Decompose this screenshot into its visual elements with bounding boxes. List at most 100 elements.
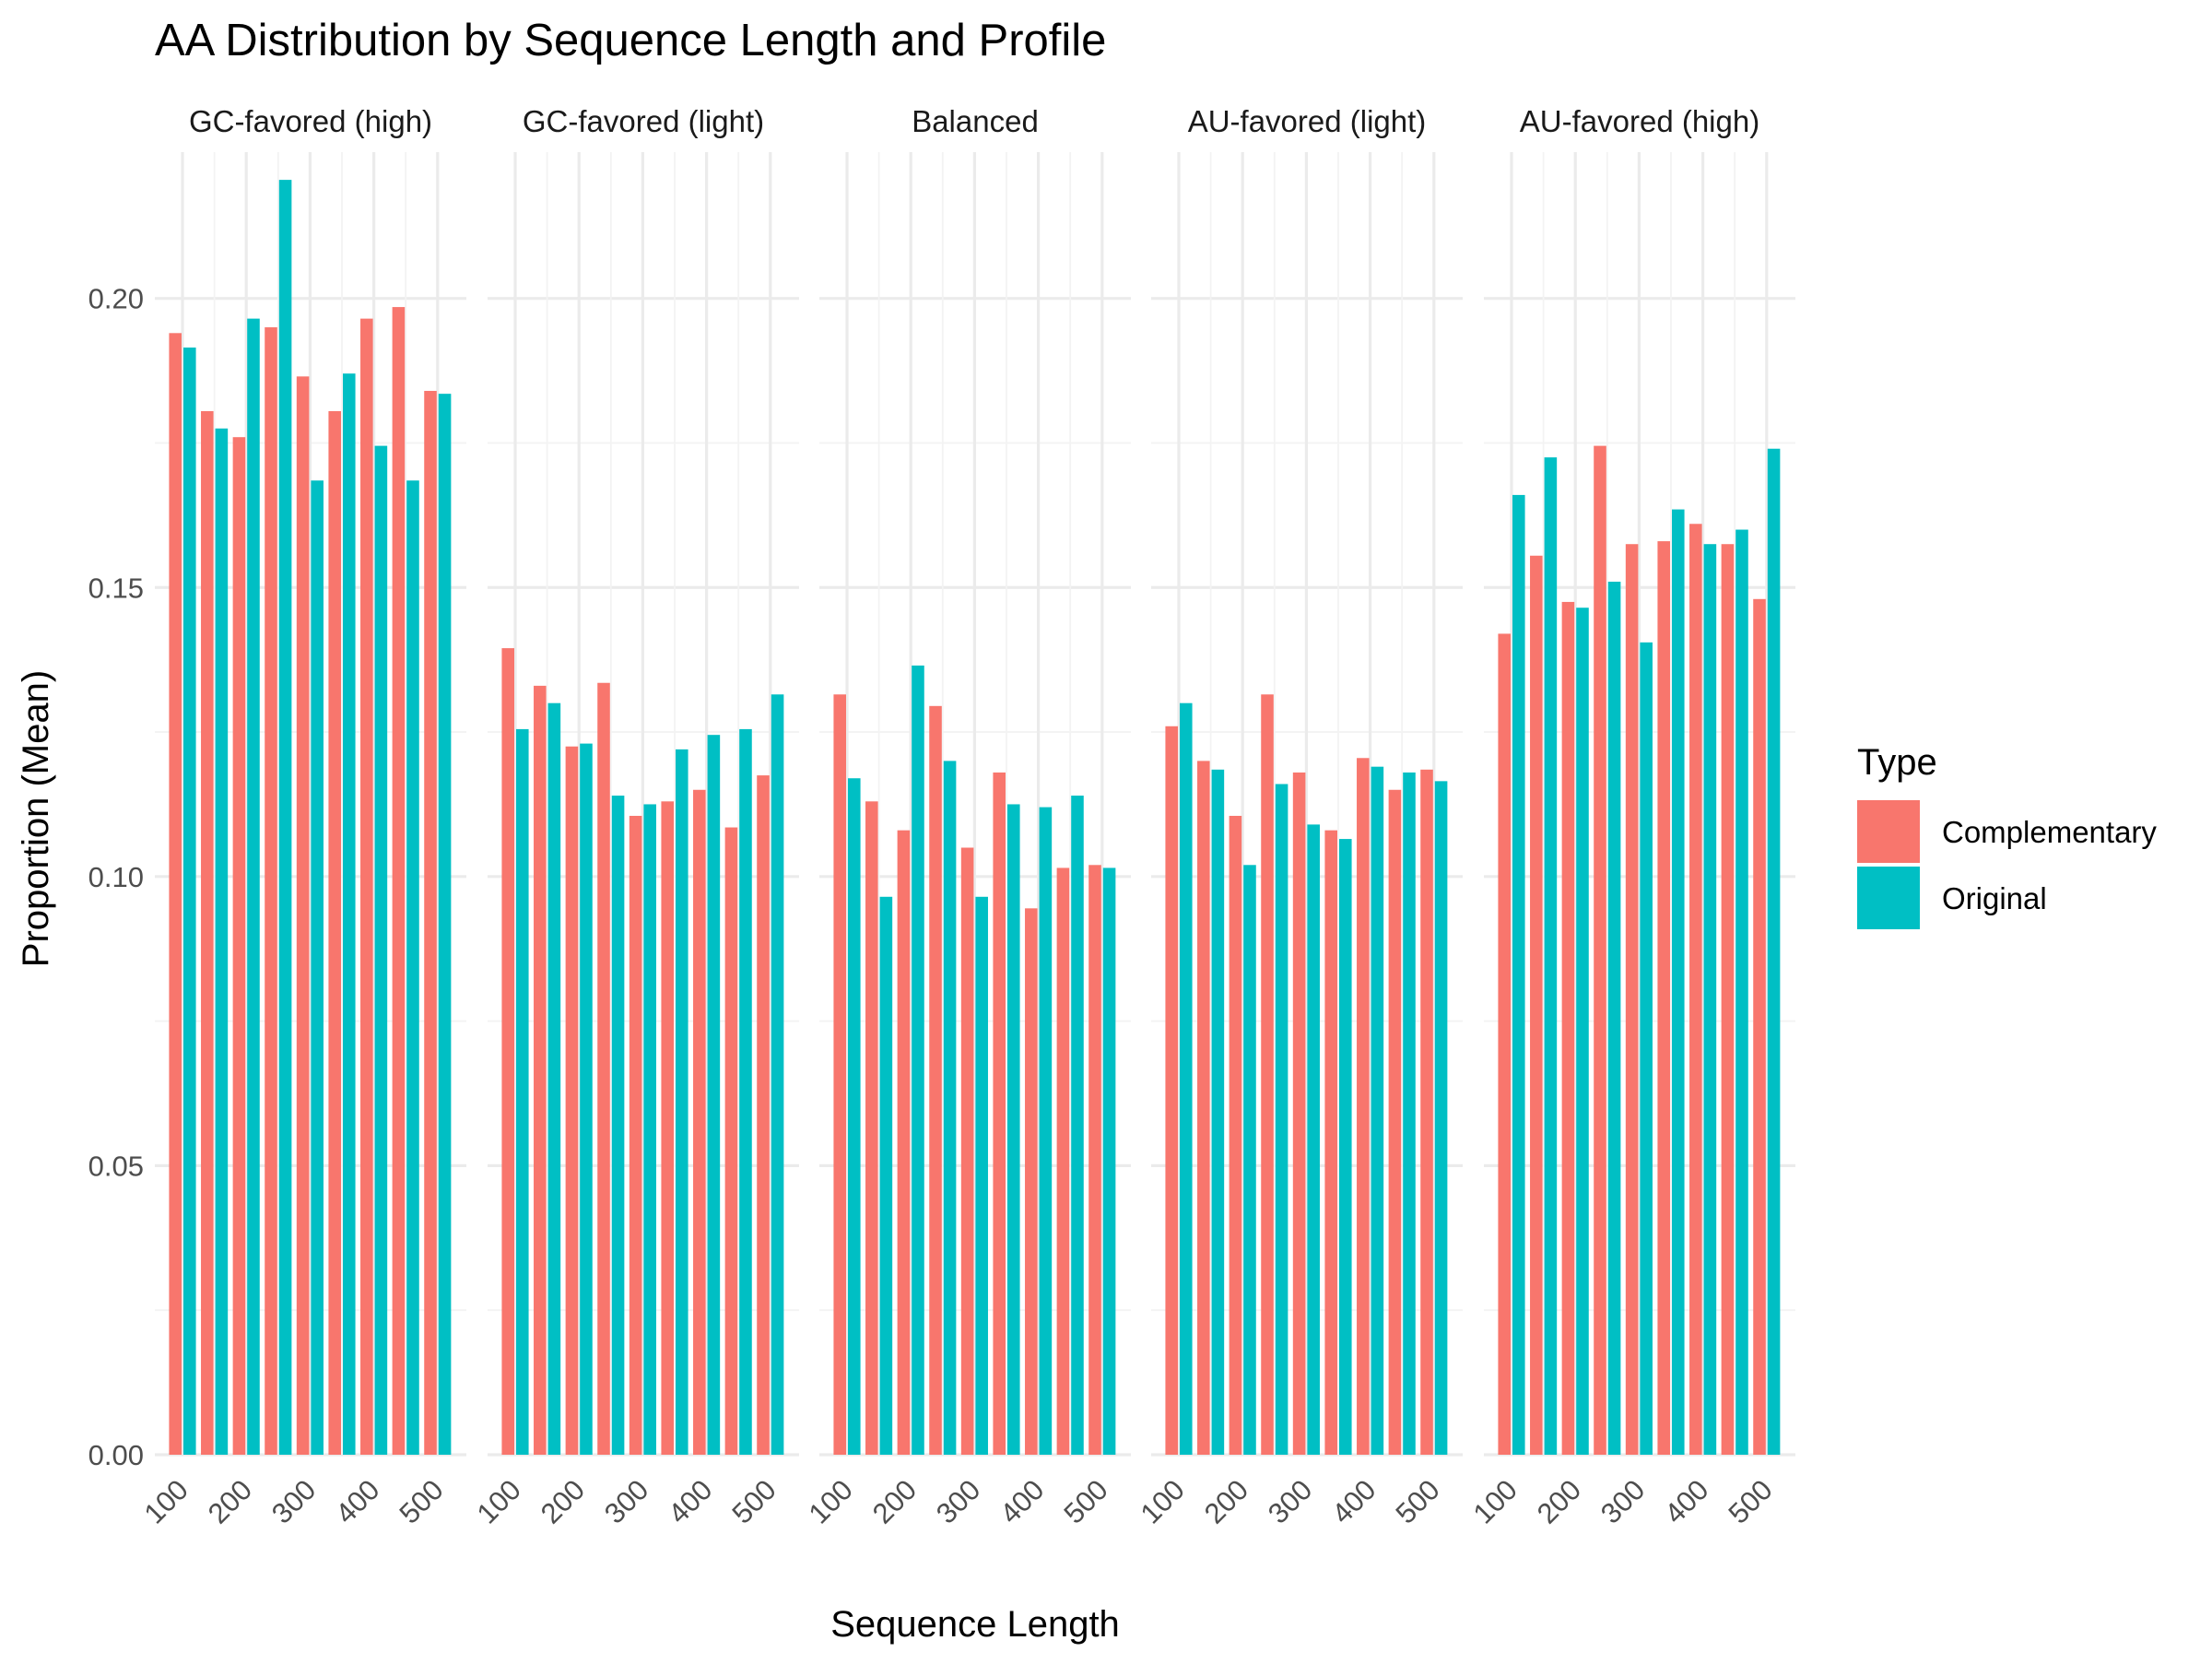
bar-complementary — [1498, 633, 1511, 1455]
bar-original — [848, 778, 861, 1455]
chart-title: AA Distribution by Sequence Length and P… — [155, 16, 1106, 65]
bar-complementary — [597, 682, 610, 1455]
bar-original — [1371, 766, 1384, 1455]
bar-complementary — [1165, 726, 1178, 1455]
bar-complementary — [833, 694, 846, 1455]
legend-key-original — [1857, 867, 1920, 929]
bar-original — [1071, 796, 1084, 1455]
bar-complementary — [865, 801, 878, 1455]
bar-complementary — [392, 307, 406, 1456]
bar-original — [1703, 544, 1717, 1455]
bar-original — [1544, 457, 1558, 1456]
x-tick-label: 100 — [1467, 1473, 1524, 1529]
x-tick-label: 200 — [1198, 1473, 1254, 1529]
bar-original — [215, 428, 229, 1455]
facet-strip-label: GC-favored (high) — [189, 104, 432, 138]
x-axis-title: Sequence Length — [830, 1604, 1120, 1645]
legend-key-complementary — [1857, 800, 1920, 863]
legend: Type Complementary Original — [1857, 742, 2157, 929]
bar-complementary — [265, 327, 277, 1455]
bar-complementary — [1357, 758, 1370, 1455]
bar-complementary — [1324, 830, 1337, 1455]
bar-complementary — [1530, 555, 1543, 1455]
bar-complementary — [1689, 524, 1702, 1455]
y-tick-label: 0.15 — [88, 572, 144, 604]
bar-complementary — [1594, 445, 1606, 1455]
x-tick-label: 400 — [662, 1473, 718, 1529]
x-tick-label: 300 — [1594, 1473, 1651, 1529]
x-tick-label: 500 — [725, 1473, 782, 1529]
bar-original — [707, 735, 721, 1455]
bar-original — [580, 743, 593, 1455]
bar-complementary — [1292, 772, 1306, 1455]
bar-original — [1102, 867, 1116, 1455]
bar-original — [1243, 865, 1256, 1455]
bar-original — [374, 445, 388, 1455]
bar-complementary — [960, 847, 974, 1455]
facet-strip-label: Balanced — [912, 104, 1039, 138]
y-axis-ticks: 0.00 0.05 0.10 0.15 0.20 — [88, 283, 144, 1471]
bar-complementary — [328, 410, 341, 1455]
bar-complementary — [1025, 908, 1038, 1455]
x-tick-label: 400 — [994, 1473, 1050, 1529]
y-axis-title: Proportion (Mean) — [16, 670, 56, 967]
bar-complementary — [1753, 598, 1766, 1455]
bar-complementary — [1388, 789, 1402, 1455]
bar-original — [771, 694, 784, 1455]
x-tick-label: 200 — [866, 1473, 923, 1529]
bar-complementary — [424, 391, 437, 1455]
x-tick-label: 100 — [1135, 1473, 1191, 1529]
bar-complementary — [169, 333, 182, 1456]
bar-complementary — [1561, 601, 1575, 1455]
legend-label: Original — [1942, 881, 2047, 915]
bar-complementary — [629, 815, 642, 1455]
bar-original — [247, 318, 260, 1455]
bar-complementary — [993, 772, 1006, 1455]
facet-panels: GC-favored (high)100 200 300 400 500GC-favor… — [138, 104, 1795, 1530]
bar-original — [1767, 448, 1781, 1456]
bar-complementary — [1261, 694, 1274, 1455]
facet-panel: AU-favored (high) 100 200 300 400 500 — [1467, 104, 1795, 1530]
bar-original — [1211, 769, 1225, 1455]
facet-panel: GC-favored (light) 100 200 300 400 500 — [471, 104, 799, 1530]
facet-strip-label: GC-favored (light) — [523, 104, 764, 138]
bar-original — [676, 749, 688, 1455]
bar-complementary — [565, 746, 579, 1455]
bar-complementary — [724, 827, 738, 1455]
bar-original — [1339, 839, 1352, 1455]
bar-original — [343, 373, 356, 1455]
bar-original — [1512, 494, 1525, 1455]
bar-original — [943, 761, 957, 1455]
bar-original — [975, 896, 988, 1455]
bar-original — [311, 480, 324, 1455]
x-tick-label: 400 — [1325, 1473, 1382, 1529]
legend-label: Complementary — [1942, 815, 2157, 849]
bar-original — [1403, 772, 1416, 1455]
bar-complementary — [534, 685, 547, 1455]
bar-original — [1434, 781, 1448, 1455]
x-tick-label: 400 — [329, 1473, 385, 1529]
bar-complementary — [1420, 769, 1433, 1455]
x-tick-label: 300 — [930, 1473, 986, 1529]
bar-complementary — [661, 801, 674, 1455]
facet-panel: AU-favored (light) 100 200 300 400 500 — [1135, 104, 1463, 1530]
bar-complementary — [1657, 541, 1670, 1455]
bar-original — [643, 804, 656, 1455]
bar-original — [406, 480, 419, 1455]
bar-complementary — [1625, 544, 1639, 1455]
x-tick-label: 100 — [138, 1473, 194, 1529]
x-tick-label: 100 — [803, 1473, 859, 1529]
x-tick-label: 500 — [1722, 1473, 1778, 1529]
facet-panel: GC-favored (high) 100 200 300 400 500 — [138, 104, 466, 1530]
bar-original — [547, 702, 561, 1455]
bar-complementary — [693, 789, 706, 1455]
bar-original — [438, 394, 452, 1456]
y-tick-label: 0.05 — [88, 1150, 144, 1182]
bar-original — [1640, 642, 1653, 1455]
y-tick-label: 0.10 — [88, 861, 144, 893]
bar-complementary — [1229, 815, 1242, 1455]
bar-original — [1607, 581, 1621, 1455]
bar-original — [1007, 804, 1020, 1455]
y-tick-label: 0.00 — [88, 1439, 144, 1471]
